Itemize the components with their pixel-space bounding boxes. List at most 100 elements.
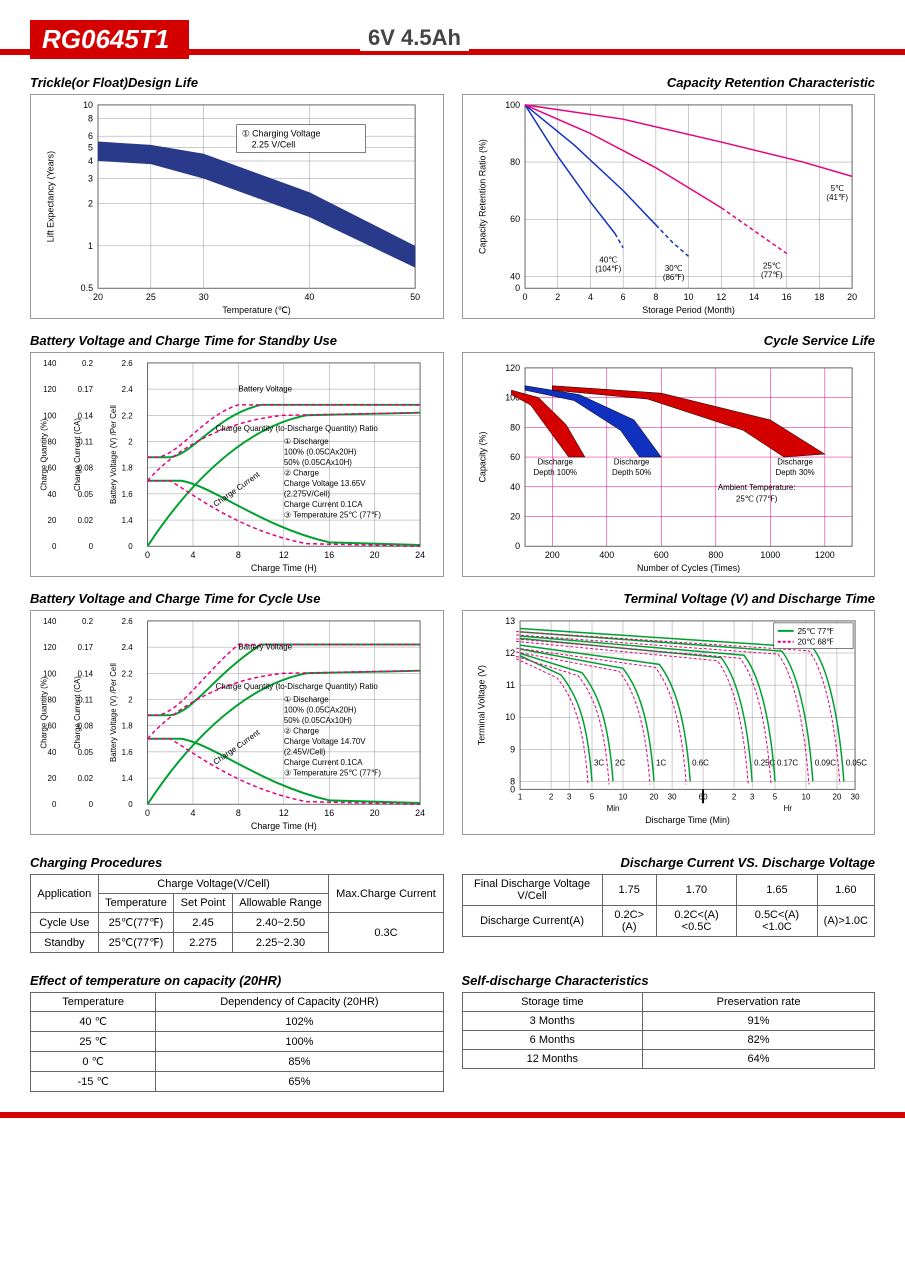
svg-text:2C: 2C [615, 758, 625, 767]
svg-text:Discharge: Discharge [777, 458, 813, 467]
svg-text:0.17C: 0.17C [776, 758, 797, 767]
svg-text:(104℉): (104℉) [595, 265, 621, 274]
svg-text:2: 2 [555, 292, 560, 302]
svg-text:9: 9 [510, 744, 515, 754]
terminal-voltage-chart: 891011121301235102030602351020303C2C1C0.… [462, 610, 876, 835]
svg-text:(2.275V/Cell): (2.275V/Cell) [284, 489, 331, 498]
svg-text:Capacity (%): Capacity (%) [477, 432, 487, 483]
svg-text:120: 120 [505, 363, 520, 373]
svg-text:50% (0.05CAx10H): 50% (0.05CAx10H) [284, 716, 352, 725]
svg-text:Charge Current: Charge Current [212, 470, 262, 509]
svg-text:Lift Expectancy (Years): Lift Expectancy (Years) [45, 151, 55, 242]
svg-text:100% (0.05CAx20H): 100% (0.05CAx20H) [284, 448, 357, 457]
svg-text:5: 5 [88, 142, 93, 152]
svg-text:140: 140 [43, 359, 57, 368]
svg-text:140: 140 [43, 617, 57, 626]
svg-text:2.4: 2.4 [122, 643, 134, 652]
svg-text:60: 60 [48, 464, 57, 473]
svg-text:0.2: 0.2 [82, 617, 93, 626]
svg-text:Ambient Temperature:: Ambient Temperature: [717, 483, 795, 492]
svg-text:Charge Time (H): Charge Time (H) [251, 821, 317, 831]
svg-text:0: 0 [515, 541, 520, 551]
svg-text:1.8: 1.8 [122, 464, 134, 473]
svg-text:16: 16 [324, 550, 334, 560]
svg-text:40: 40 [304, 292, 314, 302]
svg-text:Charge Current 0.1CA: Charge Current 0.1CA [284, 758, 363, 767]
svg-text:12: 12 [716, 292, 726, 302]
svg-text:30: 30 [199, 292, 209, 302]
svg-text:1.4: 1.4 [122, 774, 134, 783]
svg-text:40℃: 40℃ [599, 256, 617, 265]
svg-text:5: 5 [589, 792, 594, 801]
cycle-life-chart: 02040608010012020040060080010001200Disch… [462, 352, 876, 577]
svg-text:80: 80 [48, 695, 57, 704]
svg-text:25: 25 [146, 292, 156, 302]
svg-text:0: 0 [510, 784, 515, 794]
svg-text:Depth 50%: Depth 50% [612, 468, 651, 477]
svg-text:① Discharge: ① Discharge [284, 437, 329, 446]
svg-text:20: 20 [649, 792, 658, 801]
svg-text:40: 40 [48, 490, 57, 499]
svg-text:20: 20 [93, 292, 103, 302]
svg-text:2.6: 2.6 [122, 617, 134, 626]
svg-text:5℃: 5℃ [830, 184, 843, 193]
svg-text:10: 10 [683, 292, 693, 302]
svg-text:16: 16 [324, 808, 334, 818]
svg-text:14: 14 [749, 292, 759, 302]
header: RG0645T1 6V 4.5Ah [30, 20, 875, 60]
svg-text:30: 30 [850, 792, 859, 801]
svg-text:③ Temperature 25℃ (77℉): ③ Temperature 25℃ (77℉) [284, 510, 382, 519]
svg-text:120: 120 [43, 385, 57, 394]
svg-text:30℃: 30℃ [664, 264, 682, 273]
svg-text:10: 10 [801, 792, 810, 801]
svg-text:0.09C: 0.09C [814, 758, 835, 767]
chart4-title: Cycle Service Life [462, 333, 876, 348]
chart5-title: Battery Voltage and Charge Time for Cycl… [30, 591, 444, 606]
svg-text:Capacity Retention Ratio (%): Capacity Retention Ratio (%) [477, 139, 487, 254]
svg-text:Temperature (℃): Temperature (℃) [222, 305, 290, 315]
svg-text:13: 13 [505, 616, 515, 626]
svg-text:Battery Voltage: Battery Voltage [238, 643, 292, 652]
svg-text:Charge Quantity (to-Discharge: Charge Quantity (to-Discharge Quantity) … [216, 424, 379, 433]
svg-text:1.8: 1.8 [122, 722, 134, 731]
svg-text:1000: 1000 [760, 550, 780, 560]
svg-text:3: 3 [566, 792, 571, 801]
svg-text:40: 40 [510, 482, 520, 492]
svg-text:1.4: 1.4 [122, 516, 134, 525]
svg-text:50% (0.05CAx10H): 50% (0.05CAx10H) [284, 458, 352, 467]
svg-text:Battery Voltage (V) /Per Cell: Battery Voltage (V) /Per Cell [109, 405, 118, 504]
charging-procedures-table: Application Charge Voltage(V/Cell) Max.C… [30, 874, 444, 953]
svg-text:1200: 1200 [814, 550, 834, 560]
self-discharge-table: Storage timePreservation rate 3 Months91… [462, 992, 876, 1069]
chart1-title: Trickle(or Float)Design Life [30, 75, 444, 90]
svg-text:4: 4 [587, 292, 592, 302]
svg-text:0: 0 [522, 292, 527, 302]
svg-text:20: 20 [847, 292, 857, 302]
svg-text:4: 4 [190, 808, 195, 818]
svg-text:Charge Current 0.1CA: Charge Current 0.1CA [284, 500, 363, 509]
svg-text:20℃ 68℉: 20℃ 68℉ [797, 638, 834, 647]
svg-text:0: 0 [145, 808, 150, 818]
chart2-title: Capacity Retention Characteristic [462, 75, 876, 90]
svg-text:1: 1 [517, 792, 522, 801]
svg-text:3: 3 [749, 792, 754, 801]
svg-text:2.2: 2.2 [122, 669, 133, 678]
svg-text:Charge Time (H): Charge Time (H) [251, 563, 317, 573]
svg-text:80: 80 [48, 437, 57, 446]
svg-text:0: 0 [515, 283, 520, 293]
svg-text:20: 20 [832, 792, 841, 801]
svg-text:12: 12 [279, 808, 289, 818]
svg-text:① Charging Voltage: ① Charging Voltage [242, 129, 321, 139]
cycle-charge-chart: 04812162024000200.021.4400.051.6600.081.… [30, 610, 444, 835]
svg-text:200: 200 [544, 550, 559, 560]
battery-spec: 6V 4.5Ah [360, 25, 469, 51]
svg-text:② Charge: ② Charge [284, 727, 320, 736]
svg-text:25℃ (77℉): 25℃ (77℉) [735, 495, 777, 504]
svg-text:40: 40 [510, 271, 520, 281]
svg-text:(41℉): (41℉) [826, 193, 848, 202]
svg-text:3: 3 [88, 174, 93, 184]
svg-text:Discharge Time (Min): Discharge Time (Min) [645, 815, 730, 825]
svg-text:30: 30 [667, 792, 676, 801]
svg-text:20: 20 [510, 512, 520, 522]
svg-text:20: 20 [48, 774, 57, 783]
